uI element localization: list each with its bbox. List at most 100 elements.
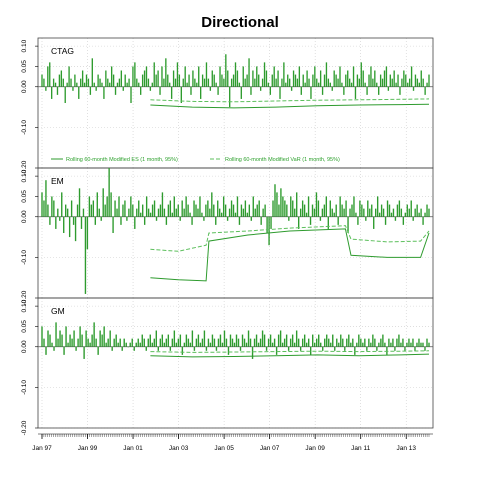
return-bar	[157, 70, 159, 87]
return-bar	[64, 86, 66, 103]
return-bar	[188, 74, 190, 87]
y-tick-label: -0.10	[21, 120, 28, 135]
return-bar	[330, 342, 332, 347]
return-bar	[422, 216, 424, 225]
return-bar	[254, 208, 256, 217]
return-bar	[382, 208, 385, 217]
return-bar	[408, 338, 410, 347]
return-bar	[173, 196, 175, 217]
return-bar	[115, 334, 117, 347]
return-bar	[53, 200, 55, 217]
return-bar	[130, 196, 132, 217]
return-bar	[127, 346, 129, 348]
return-bar	[308, 78, 310, 87]
return-bar	[80, 78, 82, 87]
return-bar	[217, 338, 220, 347]
return-bar	[237, 338, 240, 347]
return-bar	[416, 342, 418, 347]
return-bar	[159, 204, 162, 217]
x-tick-label: Jan 99	[78, 445, 98, 452]
return-bar	[227, 70, 229, 87]
return-bar	[236, 70, 239, 87]
return-bar	[250, 216, 252, 221]
return-bar	[149, 334, 151, 347]
return-bar	[285, 82, 287, 87]
return-bar	[315, 192, 318, 217]
return-bar	[85, 74, 88, 87]
return-bar	[217, 200, 219, 217]
return-bar	[69, 334, 71, 347]
return-bar	[181, 200, 183, 217]
return-bar	[236, 196, 239, 217]
return-bar	[238, 82, 241, 87]
return-bar	[346, 338, 348, 347]
return-bar	[401, 78, 403, 87]
return-bar	[309, 346, 312, 355]
return-bar	[43, 338, 45, 347]
return-bar	[223, 78, 225, 87]
return-bar	[373, 216, 375, 229]
return-bar	[122, 204, 124, 217]
return-bar	[49, 334, 51, 347]
return-bar	[147, 338, 149, 347]
return-bar	[271, 342, 274, 347]
return-bar	[105, 342, 107, 347]
return-bar	[62, 78, 64, 87]
return-bar	[159, 86, 161, 95]
return-bar	[179, 216, 181, 221]
return-bar	[355, 212, 357, 217]
return-bar	[131, 338, 133, 347]
return-bar	[393, 70, 395, 87]
return-bar	[272, 200, 274, 217]
return-bar	[89, 342, 91, 347]
return-bar	[187, 338, 190, 347]
y-tick-label: 0.00	[21, 340, 28, 353]
return-bar	[114, 86, 117, 95]
return-bar	[295, 330, 298, 347]
return-bar	[399, 86, 401, 95]
return-bar	[199, 86, 202, 99]
return-bar	[201, 212, 203, 217]
return-bar	[376, 196, 379, 217]
return-bar	[333, 70, 335, 87]
x-tick-label: Jan 05	[214, 445, 234, 452]
return-bar	[43, 200, 45, 217]
return-bar	[370, 342, 372, 347]
return-bar	[327, 216, 329, 229]
return-bar	[161, 66, 163, 87]
return-bar	[282, 196, 284, 217]
return-bar	[285, 334, 288, 347]
return-bar	[49, 62, 51, 87]
return-bar	[157, 208, 160, 217]
y-tick-label: 0.05	[21, 60, 28, 73]
return-bar	[292, 70, 295, 87]
return-bar	[319, 70, 322, 87]
panel-frame	[37, 167, 434, 299]
return-bar	[205, 62, 208, 87]
return-bar	[394, 346, 396, 351]
return-bar	[276, 192, 278, 217]
return-bar	[249, 338, 252, 347]
return-bar	[191, 330, 194, 347]
return-bar	[309, 216, 312, 225]
return-bar	[341, 82, 343, 87]
return-bar	[240, 204, 243, 217]
return-bar	[248, 204, 251, 217]
return-bar	[93, 82, 95, 87]
return-bar	[55, 216, 57, 229]
return-bar	[173, 330, 176, 347]
return-bar	[428, 342, 430, 347]
return-bar	[356, 74, 359, 87]
return-bar	[228, 208, 231, 217]
return-bar	[83, 346, 85, 359]
return-bar	[286, 204, 288, 217]
return-bar	[230, 78, 233, 87]
return-bar	[305, 212, 308, 217]
x-tick-label: Jan 97	[32, 445, 52, 452]
return-bar	[384, 342, 386, 347]
return-bar	[372, 78, 374, 87]
return-bar	[116, 82, 119, 87]
return-bar	[192, 70, 194, 87]
return-bar	[256, 66, 258, 87]
return-bar	[175, 208, 177, 217]
